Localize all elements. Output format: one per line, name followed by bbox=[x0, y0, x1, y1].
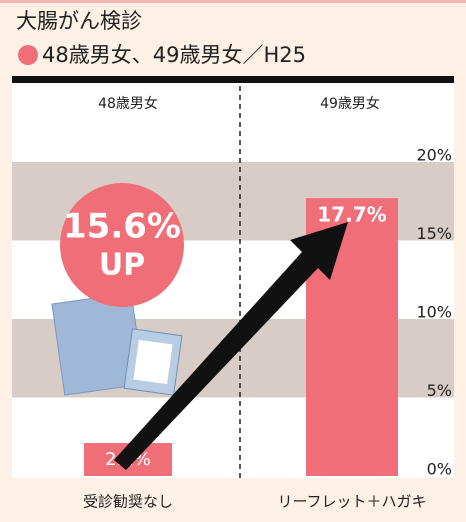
header-rule bbox=[12, 76, 454, 83]
chart-subtitle: 48歳男女、49歳男女／H25 bbox=[42, 43, 306, 67]
x-tick-label: 受診勧奨なし bbox=[83, 493, 173, 511]
group-label: 48歳男女 bbox=[98, 95, 158, 112]
x-tick-label: リーフレット＋ハガキ bbox=[277, 493, 426, 511]
leaflet-image bbox=[51, 292, 183, 396]
annotation-badge bbox=[60, 183, 184, 307]
value-label: 17.7% bbox=[317, 203, 386, 227]
trend-arrow bbox=[114, 222, 348, 470]
annotation-text: 15.6% bbox=[63, 207, 181, 247]
chart-title: 大腸がん検診 bbox=[16, 9, 142, 33]
y-tick-label: 10% bbox=[416, 303, 452, 322]
y-tick-label: 0% bbox=[427, 460, 452, 479]
annotation-text: UP bbox=[99, 248, 145, 283]
y-tick-label: 20% bbox=[416, 146, 452, 165]
bullet bbox=[18, 45, 38, 65]
y-tick-label: 15% bbox=[416, 224, 452, 243]
group-label: 49歳男女 bbox=[320, 95, 380, 112]
top-border bbox=[0, 0, 466, 3]
y-tick-label: 5% bbox=[427, 381, 452, 400]
